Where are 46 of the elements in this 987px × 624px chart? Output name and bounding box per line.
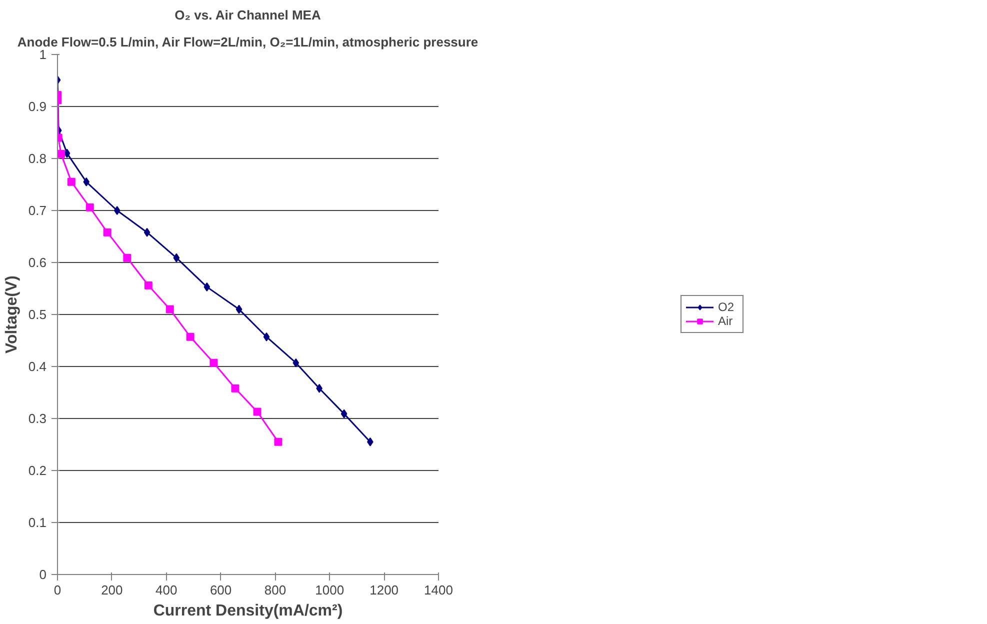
point [114, 206, 120, 215]
point [166, 305, 174, 314]
y-tick-label: 0.7 [28, 203, 47, 218]
point [103, 228, 112, 236]
point [144, 228, 150, 237]
point [58, 150, 66, 158]
x-tick-label: 0 [54, 582, 62, 598]
x-tick-label: 800 [264, 582, 286, 598]
point [274, 438, 282, 446]
x-tick-label: 400 [156, 582, 178, 598]
y-tick-label: 0.1 [28, 515, 47, 530]
x-tick-label: 1000 [315, 582, 344, 598]
point [86, 203, 94, 212]
point [67, 178, 76, 186]
x-tick-label: 1400 [424, 582, 453, 598]
y-tick-label: 0.4 [28, 359, 47, 374]
x-axis-title: Current Density(mA/cm²) [153, 602, 343, 620]
x-tick-label: 200 [101, 582, 123, 598]
y-tick-label: 0 [39, 567, 47, 582]
legend-label: Air [718, 314, 734, 328]
point [236, 304, 242, 314]
point [204, 282, 210, 292]
chart-subtitle: Anode Flow=0.5 L/min, Air Flow=2L/min, O₂=1L/min, atmospheric pressure [17, 34, 478, 50]
point [186, 332, 194, 341]
point [144, 281, 152, 290]
y-tick-label: 0.5 [28, 307, 47, 322]
x-tick-label: 1200 [370, 582, 399, 598]
y-tick-label: 0.8 [28, 151, 47, 166]
point [173, 253, 180, 262]
y-axis-title: Voltage(V) [3, 276, 20, 354]
y-tick-label: 0.3 [28, 411, 47, 426]
point [231, 384, 240, 392]
chart-title: O₂ vs. Air Channel MEA [174, 8, 322, 22]
y-tick-label: 0.2 [28, 463, 47, 478]
point [340, 409, 348, 418]
y-tick-label: 0.6 [28, 255, 47, 270]
point [253, 408, 262, 416]
point [263, 332, 270, 342]
y-tick-label: 1 [39, 47, 47, 62]
point [210, 358, 218, 367]
legend-label: O2 [718, 300, 736, 314]
y-tick-label: 0.9 [28, 99, 47, 114]
point [292, 358, 300, 368]
point [83, 177, 90, 186]
point [123, 254, 132, 262]
x-tick-label: 600 [210, 582, 232, 598]
